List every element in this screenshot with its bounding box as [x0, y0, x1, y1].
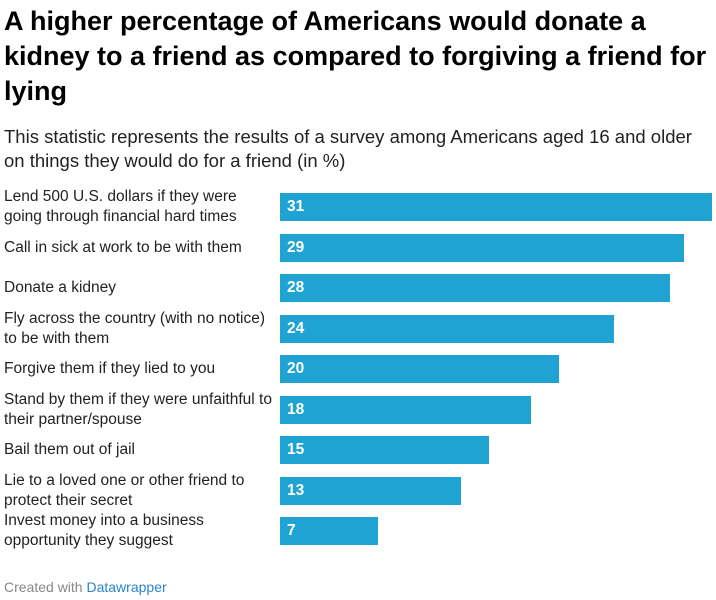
bar-value-label: 29 — [287, 238, 305, 256]
bar-value-label: 18 — [287, 400, 305, 418]
bar-value-label: 20 — [287, 360, 305, 377]
bar-row: Bail them out of jail 15 — [0, 433, 716, 467]
bar — [280, 274, 671, 302]
footer-prefix: Created with — [4, 579, 83, 595]
category-label: Fly across the country (with no notice) … — [4, 309, 266, 347]
bar — [280, 395, 531, 424]
bar-chart: Lend 500 U.S. dollars if they were going… — [0, 188, 716, 555]
bar-row: Invest money into a business opportunity… — [0, 512, 716, 549]
bar — [280, 355, 559, 383]
bar — [280, 233, 685, 262]
bar — [280, 476, 462, 505]
bar-row: Donate a kidney 28 — [0, 271, 716, 305]
bar-value-label: 28 — [287, 279, 305, 296]
bar-value-label: 7 — [287, 522, 296, 539]
bar — [280, 517, 378, 545]
category-label: Lend 500 U.S. dollars if they were going… — [4, 188, 237, 225]
bar-row: Stand by them if they were unfaithful to… — [0, 390, 716, 428]
bar-row: Lie to a loved one or other friend to pr… — [0, 471, 716, 509]
datawrapper-link[interactable]: Datawrapper — [86, 579, 167, 595]
bar-row: Fly across the country (with no notice) … — [0, 309, 716, 347]
category-label: Lie to a loved one or other friend to pr… — [4, 471, 245, 509]
category-label: Invest money into a business opportunity… — [4, 512, 204, 549]
category-label: Donate a kidney — [4, 279, 117, 296]
category-label: Stand by them if they were unfaithful to… — [4, 390, 272, 428]
bar-row: Forgive them if they lied to you 20 — [0, 352, 716, 386]
bar-value-label: 15 — [287, 441, 305, 458]
bar — [280, 436, 490, 464]
bar-value-label: 31 — [287, 198, 305, 215]
footer-credit: Created with Datawrapper — [4, 579, 167, 595]
category-label: Forgive them if they lied to you — [4, 360, 216, 377]
category-label: Call in sick at work to be with them — [4, 238, 242, 256]
chart-subtitle: This statistic represents the results of… — [4, 126, 692, 171]
bar-row: Lend 500 U.S. dollars if they were going… — [0, 188, 716, 225]
chart-title: A higher percentage of Americans would d… — [4, 6, 707, 106]
category-label: Bail them out of jail — [4, 441, 135, 458]
bar-row: Call in sick at work to be with them 29 — [0, 231, 716, 265]
bar-value-label: 24 — [287, 319, 305, 337]
bar-value-label: 13 — [287, 481, 305, 499]
bar — [280, 193, 712, 221]
bar — [280, 314, 615, 343]
